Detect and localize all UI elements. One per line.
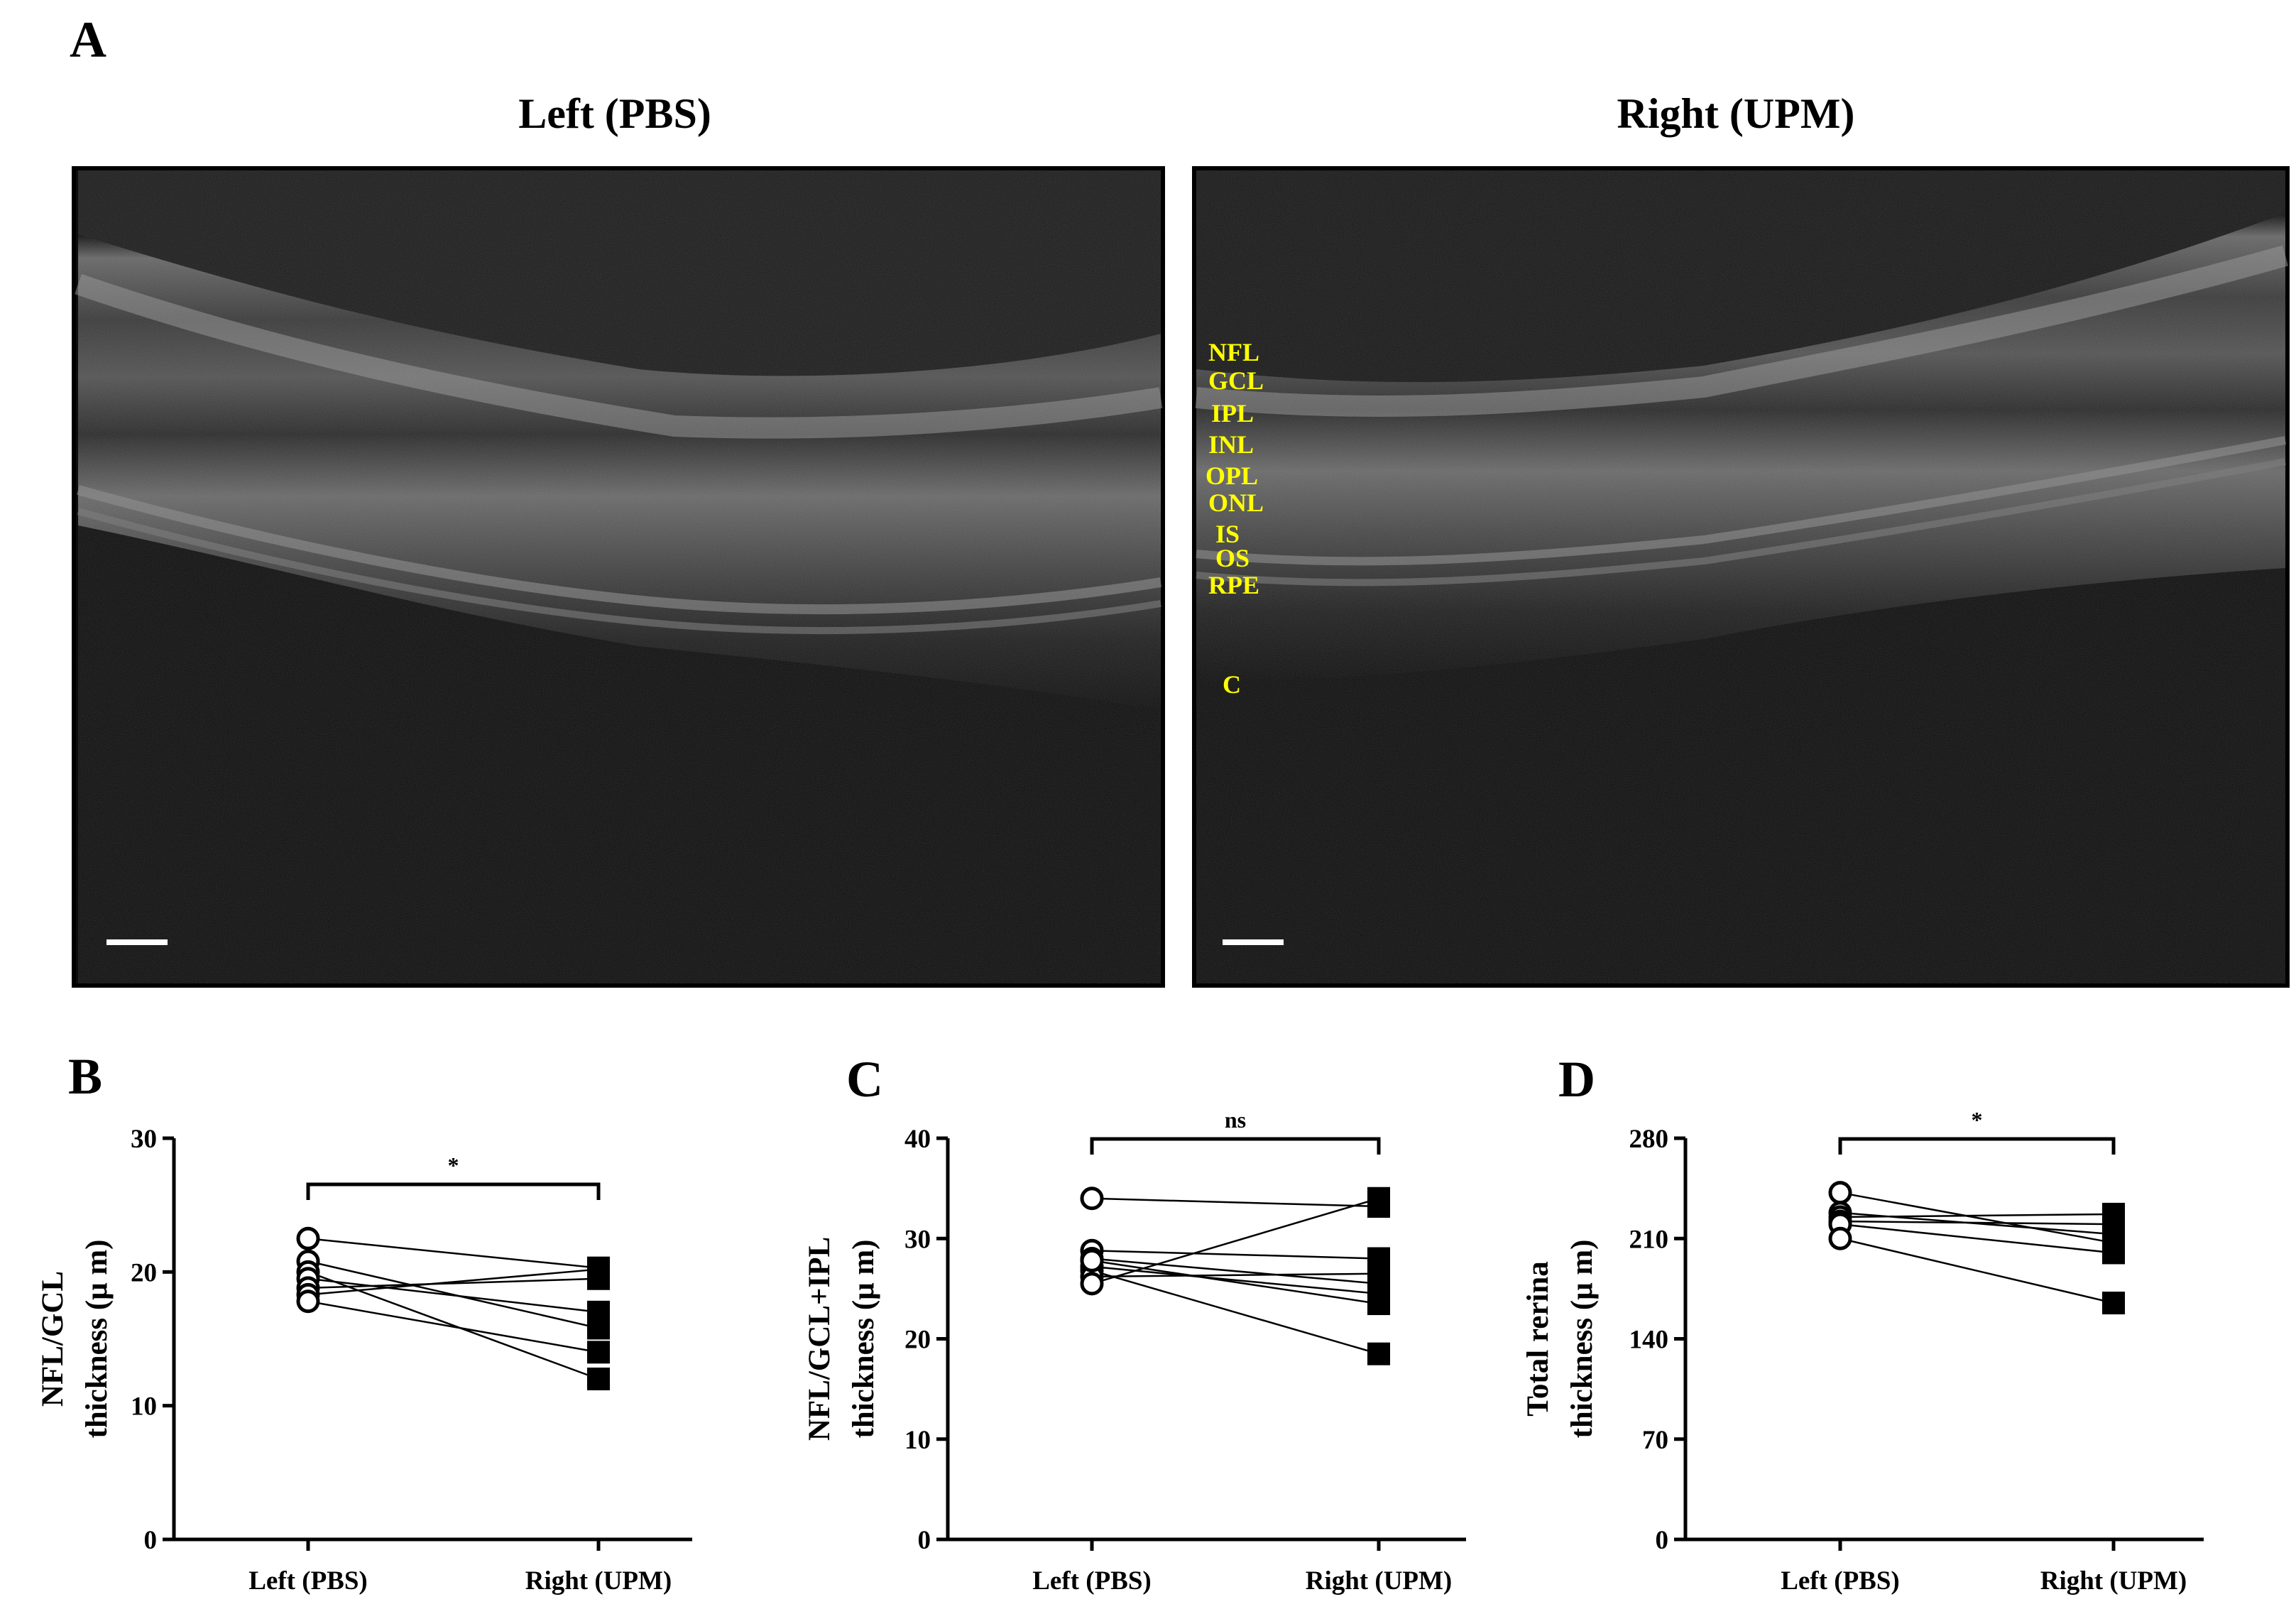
point-left-d-0	[1828, 1181, 1852, 1205]
y-tick-label-d: 210	[1629, 1225, 1669, 1254]
point-left-b-6	[296, 1289, 320, 1314]
pair-line-c-0	[1091, 1197, 1379, 1208]
left-image-title: Left (PBS)	[518, 90, 711, 137]
pair-line-c-4	[1091, 1270, 1379, 1355]
point-left-d-5	[1828, 1226, 1852, 1250]
y-tick-label-d: 280	[1629, 1125, 1669, 1154]
point-left-c-6	[1080, 1272, 1104, 1296]
panel-letter-c: C	[846, 1051, 883, 1108]
significance-label-c: ns	[1225, 1107, 1246, 1133]
y-axis-label-c: NFL/GCL+IPL	[803, 1237, 836, 1441]
pair-line-b-5	[307, 1268, 599, 1296]
x-category-label-c: Right (UPM)	[1306, 1566, 1453, 1596]
right-image-title: Right (UPM)	[1617, 90, 1855, 137]
pair-line-b-0	[307, 1238, 599, 1269]
point-right-c-6	[1367, 1187, 1390, 1210]
point-left-c-7	[1080, 1248, 1104, 1272]
layer-label-c: C	[1223, 670, 1241, 699]
y-tick-label-d: 140	[1629, 1326, 1669, 1355]
pair-line-c-5	[1091, 1272, 1379, 1278]
y-tick-label-c: 20	[904, 1326, 931, 1355]
y-axis-label-b: thickness (μ m)	[80, 1240, 114, 1439]
pair-line-d-2	[1839, 1213, 2114, 1218]
y-tick-label-c: 40	[904, 1125, 931, 1154]
layer-label-onl: ONL	[1208, 489, 1264, 517]
pair-line-c-6	[1091, 1197, 1379, 1285]
x-category-label-d: Right (UPM)	[2040, 1566, 2187, 1596]
y-tick-label-d: 70	[1642, 1426, 1668, 1455]
y-axis-label-b: NFL/GCL	[36, 1271, 70, 1407]
x-category-label-b: Right (UPM)	[525, 1566, 672, 1596]
layer-label-is: IS	[1215, 520, 1240, 548]
y-tick-label-b: 20	[131, 1258, 157, 1287]
point-right-b-5	[587, 1258, 610, 1281]
pair-line-b-3	[307, 1277, 599, 1314]
panel-letter-d: D	[1558, 1051, 1595, 1108]
layer-label-nfl: NFL	[1208, 338, 1259, 366]
point-right-b-6	[587, 1341, 610, 1364]
point-right-d-4	[2102, 1241, 2125, 1265]
significance-bracket-d	[1838, 1137, 2116, 1155]
pair-line-b-2	[307, 1271, 599, 1380]
layer-label-opl: OPL	[1206, 462, 1258, 490]
pair-line-c-3	[1091, 1265, 1379, 1295]
pair-line-d-4	[1839, 1223, 2114, 1254]
significance-label-b: *	[448, 1152, 459, 1178]
point-right-c-7	[1367, 1292, 1390, 1316]
pair-line-c-7	[1091, 1260, 1379, 1305]
point-right-b-2	[587, 1368, 610, 1390]
y-axis-label-d: thickness (μ m)	[1565, 1240, 1599, 1439]
significance-bracket-c	[1090, 1137, 1381, 1155]
y-tick-label-b: 10	[131, 1392, 157, 1422]
pair-line-c-1	[1091, 1249, 1379, 1260]
pair-line-b-6	[307, 1300, 599, 1353]
pair-line-d-3	[1839, 1220, 2114, 1226]
pair-line-d-0	[1839, 1191, 2114, 1244]
significance-label-d: *	[1972, 1107, 1983, 1133]
pair-line-c-2	[1091, 1258, 1379, 1285]
point-right-d-3	[2102, 1213, 2125, 1236]
y-tick-label-d: 0	[1656, 1526, 1669, 1555]
point-right-c-4	[1367, 1342, 1390, 1365]
point-right-d-5	[2102, 1292, 2125, 1315]
chart-b-nfl-gcl: 0 10 20 30 Left (PBS) Right (UPM) NFL/GCL thick…	[36, 1125, 692, 1596]
point-right-c-5	[1367, 1262, 1390, 1285]
x-category-label-c: Left (PBS)	[1032, 1566, 1152, 1596]
point-left-b-0	[296, 1226, 320, 1250]
layer-label-rpe: RPE	[1208, 571, 1259, 599]
layer-label-inl: INL	[1208, 430, 1254, 459]
x-category-label-d: Left (PBS)	[1781, 1566, 1900, 1596]
point-right-b-3	[587, 1300, 610, 1324]
y-tick-label-c: 30	[904, 1225, 931, 1254]
y-tick-label-c: 0	[918, 1526, 931, 1555]
y-tick-label-c: 10	[904, 1426, 931, 1455]
y-tick-label-b: 0	[144, 1526, 158, 1555]
x-category-label-b: Left (PBS)	[248, 1566, 368, 1596]
pair-line-b-4	[307, 1277, 599, 1289]
layer-label-os: OS	[1215, 544, 1250, 572]
layer-label-ipl: IPL	[1211, 399, 1254, 427]
point-left-c-0	[1080, 1187, 1104, 1211]
y-axis-label-d: Total rerina	[1521, 1261, 1555, 1417]
chart-d-total-retina: 0 70 140 210 280 Left (PBS) Right (UPM) Total r…	[1521, 1107, 2204, 1596]
oct-image-right	[1192, 166, 2290, 988]
y-tick-label-b: 30	[131, 1125, 157, 1154]
layer-label-gcl: GCL	[1208, 366, 1264, 395]
y-axis-label-c: thickness (μ m)	[847, 1240, 880, 1439]
significance-bracket-b	[306, 1182, 601, 1200]
pair-line-d-5	[1839, 1238, 2114, 1304]
panel-letter-b: B	[68, 1048, 102, 1105]
panel-letter-a: A	[70, 11, 106, 68]
oct-image-left	[72, 166, 1165, 988]
chart-c-nfl-gcl-ipl: 0 10 20 30 40 Left (PBS) Right (UPM) NFL/GCL+IP…	[803, 1107, 1466, 1596]
